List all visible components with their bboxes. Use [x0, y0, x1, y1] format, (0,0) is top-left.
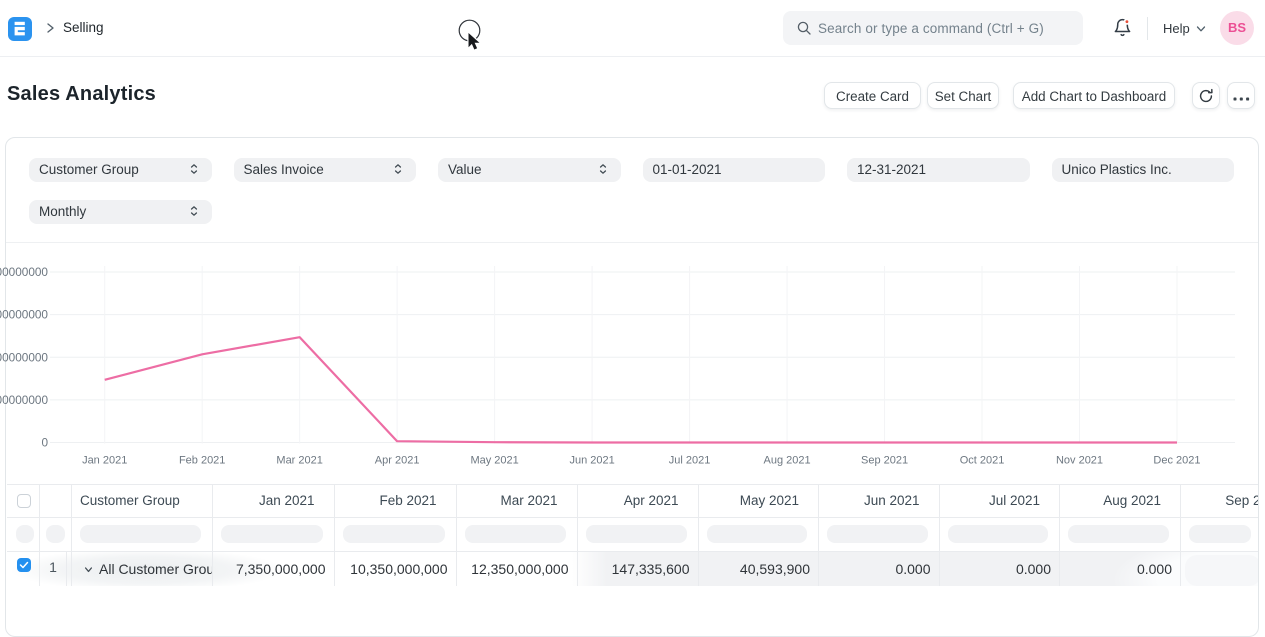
svg-text:Jun 2021: Jun 2021 — [569, 455, 614, 467]
svg-text:Feb 2021: Feb 2021 — [179, 455, 225, 467]
svg-text:Oct 2021: Oct 2021 — [960, 455, 1005, 467]
svg-text:Jul 2021: Jul 2021 — [669, 455, 711, 467]
svg-text:Nov 2021: Nov 2021 — [1056, 455, 1103, 467]
svg-text:Dec 2021: Dec 2021 — [1153, 455, 1200, 467]
svg-text:15000000000: 15000000000 — [0, 308, 48, 322]
svg-text:Sep 2021: Sep 2021 — [861, 455, 908, 467]
svg-text:May 2021: May 2021 — [470, 455, 518, 467]
svg-text:Jan 2021: Jan 2021 — [82, 455, 127, 467]
svg-text:5000000000: 5000000000 — [0, 393, 48, 407]
svg-text:Mar 2021: Mar 2021 — [276, 455, 322, 467]
svg-text:Apr 2021: Apr 2021 — [375, 455, 420, 467]
svg-text:20000000000: 20000000000 — [0, 265, 48, 279]
svg-text:Aug 2021: Aug 2021 — [764, 455, 811, 467]
svg-text:0: 0 — [41, 436, 48, 450]
svg-text:10000000000: 10000000000 — [0, 350, 48, 364]
